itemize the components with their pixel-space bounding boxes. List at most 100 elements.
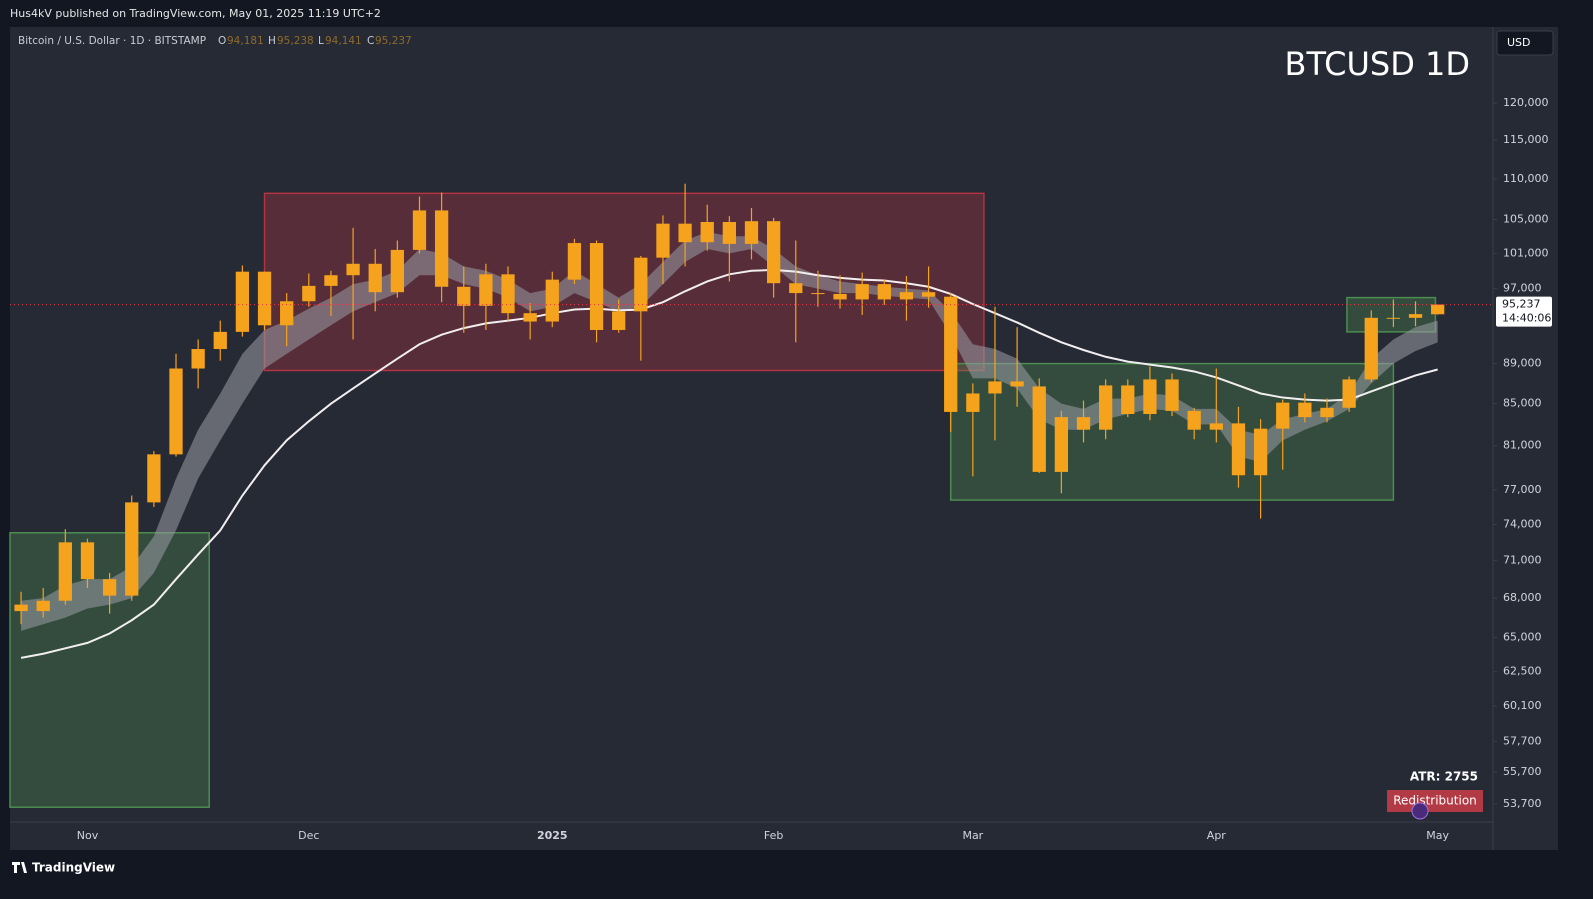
candle-body <box>1143 379 1157 414</box>
y-tick-label: 85,000 <box>1503 397 1542 410</box>
candle-body <box>1231 423 1246 476</box>
ohlc-value: 94,141 <box>325 35 362 47</box>
ohlc-value: 95,238 <box>277 35 314 47</box>
candle-body <box>1076 417 1091 430</box>
candle-body <box>302 285 316 302</box>
currency-label[interactable]: USD <box>1507 36 1531 49</box>
ohlc-label: C <box>367 35 374 47</box>
candle-body <box>656 223 670 258</box>
y-tick-label: 77,000 <box>1503 483 1542 496</box>
candle-body <box>324 275 338 286</box>
candle-body <box>1431 304 1445 315</box>
y-tick-label: 89,000 <box>1503 357 1542 370</box>
candle-body <box>58 542 72 601</box>
candle-body <box>1032 386 1046 472</box>
currency-button[interactable] <box>1496 30 1554 56</box>
candle-body <box>1099 385 1113 430</box>
candle-body <box>1165 379 1179 411</box>
candle-body <box>855 284 869 300</box>
y-tick-label: 120,000 <box>1503 96 1549 109</box>
candle-body <box>811 293 825 295</box>
ohlc-value: 95,237 <box>375 35 412 47</box>
candle-body <box>1010 381 1024 387</box>
y-tick-label: 68,000 <box>1503 591 1542 604</box>
candle-body <box>280 301 294 326</box>
candle-body <box>36 600 50 612</box>
badge-label: Redistribution <box>1393 794 1477 808</box>
y-tick-label: 71,000 <box>1503 554 1542 567</box>
y-tick-label: 105,000 <box>1503 213 1549 226</box>
candle-body <box>80 542 95 580</box>
candle-body <box>1187 410 1201 430</box>
x-tick-label: Apr <box>1207 829 1227 842</box>
candle-body <box>612 311 626 330</box>
publish-info: Hus4kV published on TradingView.com, May… <box>10 7 381 20</box>
candle-body <box>501 274 515 314</box>
ohlc-label: H <box>268 35 276 47</box>
candle-body <box>147 454 161 503</box>
candle-body <box>1320 407 1334 418</box>
x-tick-label: Dec <box>298 829 319 842</box>
candle-body <box>988 381 1002 394</box>
price-tag-countdown: 14:40:06 <box>1502 312 1551 325</box>
candle-body <box>368 263 382 293</box>
y-tick-label: 55,700 <box>1503 765 1542 778</box>
candle-body <box>257 271 272 326</box>
candle-body <box>1342 379 1356 408</box>
candle-body <box>899 292 914 300</box>
x-tick-label: May <box>1426 829 1449 842</box>
x-tick-label: Mar <box>962 829 983 842</box>
candle-body <box>390 249 404 293</box>
candle-body <box>479 274 493 306</box>
y-tick-label: 97,000 <box>1503 282 1542 295</box>
candle-body <box>634 257 648 312</box>
candle-body <box>523 313 537 322</box>
candle-body <box>1121 385 1135 414</box>
candle-body <box>1209 423 1223 430</box>
ohlc-value: 94,181 <box>227 35 264 47</box>
x-tick-label: Nov <box>77 829 99 842</box>
y-tick-label: 62,500 <box>1503 665 1542 678</box>
candle-body <box>102 579 117 596</box>
candle-body <box>235 271 250 332</box>
y-tick-label: 110,000 <box>1503 172 1549 185</box>
x-tick-label: Feb <box>764 829 783 842</box>
candle-body <box>169 368 183 455</box>
candle-body <box>412 210 427 250</box>
logo <box>12 862 27 873</box>
candle-body <box>766 221 781 284</box>
candle-body <box>125 502 139 596</box>
atr-label: ATR: 2755 <box>1410 770 1478 784</box>
y-tick-label: 60,100 <box>1503 699 1542 712</box>
candle-body <box>545 279 559 322</box>
candle-body <box>921 292 936 297</box>
candle-body <box>1253 428 1268 476</box>
footer-brand: TradingView <box>32 861 115 875</box>
symbol-name: Bitcoin / U.S. Dollar · 1D · BITSTAMP <box>18 35 206 47</box>
candle-body <box>944 296 958 412</box>
candle-body <box>589 243 604 330</box>
candle-body <box>833 293 847 300</box>
candle-body <box>700 221 714 243</box>
alert-icon[interactable] <box>1411 802 1429 820</box>
plot-area <box>9 183 1493 808</box>
candle-body <box>789 283 803 294</box>
y-tick-label: 81,000 <box>1503 439 1542 452</box>
candle-body <box>567 243 582 280</box>
y-tick-label: 115,000 <box>1503 133 1549 146</box>
candle-body <box>1298 402 1312 418</box>
badge <box>1387 790 1483 812</box>
candle-body <box>346 263 360 276</box>
x-tick-label: 2025 <box>537 829 568 842</box>
y-tick-label: 101,000 <box>1503 246 1549 259</box>
y-tick-label: 57,700 <box>1503 734 1542 747</box>
candle-body <box>14 604 28 612</box>
y-tick-label: 74,000 <box>1503 517 1542 530</box>
candle-body <box>1054 417 1069 472</box>
candle-body <box>213 331 227 350</box>
candle-body <box>1386 317 1401 319</box>
candle-body <box>191 349 205 369</box>
price-tag-label: 95,237 <box>1502 298 1541 311</box>
